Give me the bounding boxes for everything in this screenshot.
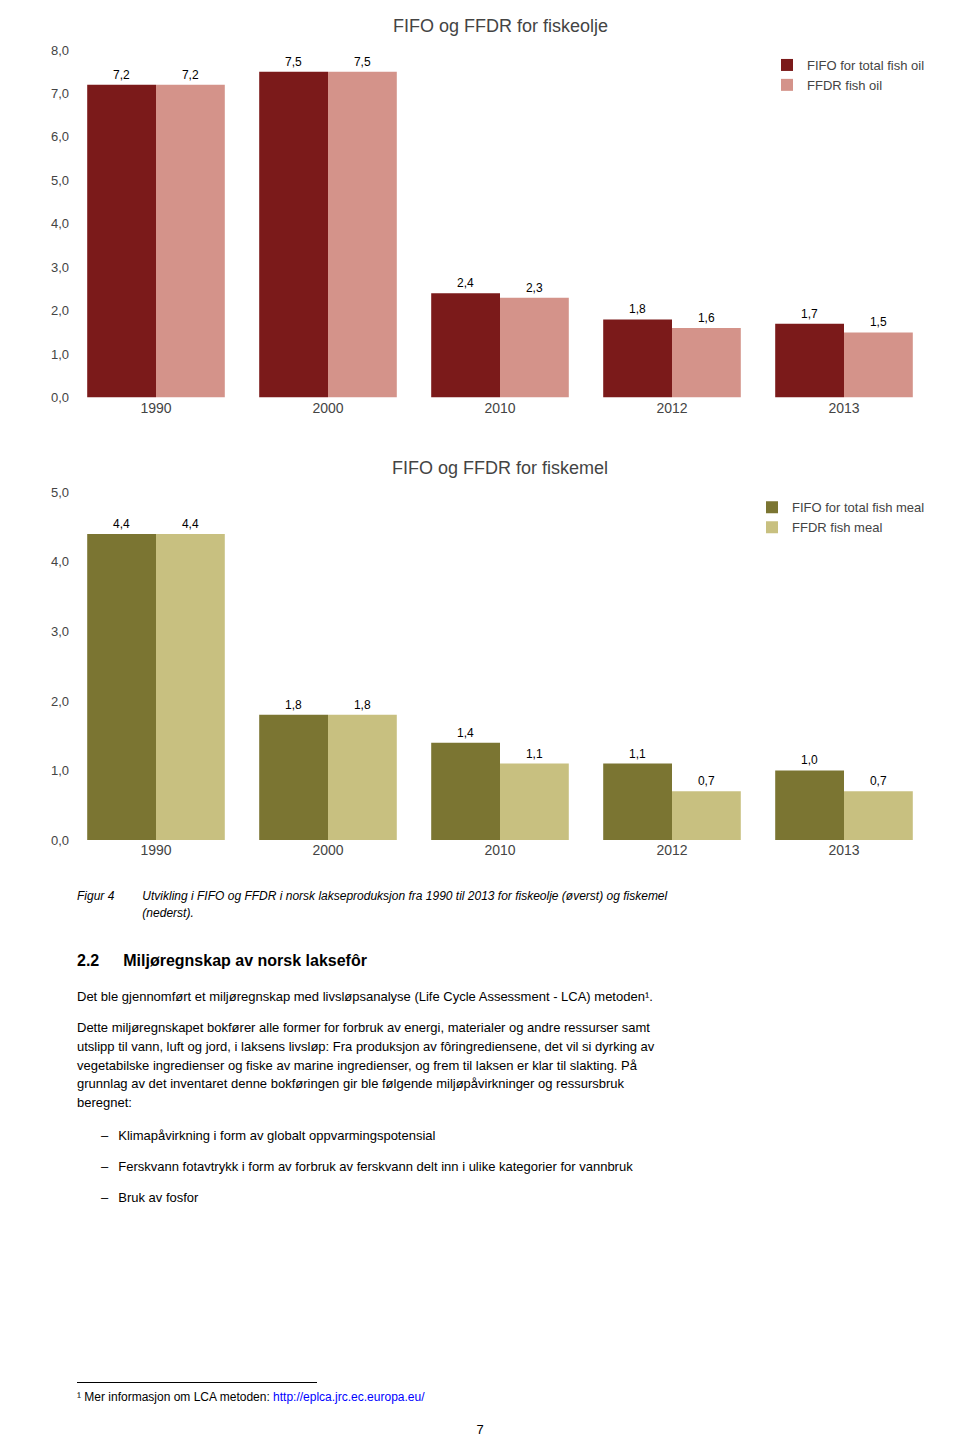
html-text:Ferskvann fotavtrykk i form av: Ferskvann fotavtrykk i form av forbruk a…: [118, 1158, 633, 1174]
svg-text:2,0: 2,0: [51, 303, 69, 318]
svg-text:1,8: 1,8: [354, 698, 371, 712]
html-text:Det ble gjennomført et miljøre: Det ble gjennomført et miljøregnskap med…: [77, 989, 653, 1004]
svg-text:7,2: 7,2: [113, 68, 130, 82]
svg-text:FIFO for total fish oil: FIFO for total fish oil: [807, 58, 924, 73]
html-text:grunnlag av det inventaret den: grunnlag av det inventaret denne bokføri…: [77, 1076, 624, 1092]
svg-text:1990: 1990: [140, 842, 171, 858]
html-text:Utvikling i FIFO og FFDR i nor: Utvikling i FIFO og FFDR i norsk laksepr…: [142, 889, 668, 921]
html-text:Miljøregnskap av norsk laksefô: Miljøregnskap av norsk laksefôr: [123, 951, 367, 969]
svg-text:3,0: 3,0: [51, 260, 69, 275]
html-text:Dette miljøregnskapet bokfører: Dette miljøregnskapet bokfører alle form…: [77, 1019, 650, 1035]
svg-text:FIFO og FFDR for fiskeolje: FIFO og FFDR for fiskeolje: [393, 16, 608, 36]
svg-text:7,2: 7,2: [182, 68, 199, 82]
svg-text:5,0: 5,0: [51, 485, 69, 500]
svg-text:7,0: 7,0: [51, 86, 69, 101]
svg-text:1,5: 1,5: [870, 315, 887, 329]
svg-text:2012: 2012: [656, 400, 687, 416]
html-text:vegetabilske ingredienser og f: vegetabilske ingredienser og fiske av ma…: [77, 1057, 637, 1073]
svg-text:FFDR fish oil: FFDR fish oil: [807, 78, 882, 93]
svg-text:1990: 1990: [140, 400, 171, 416]
html-text:7: 7: [476, 1422, 484, 1438]
html-text:Bruk av fosfor: Bruk av fosfor: [118, 1189, 199, 1205]
html-text:utslipp til vann, luft og jord: utslipp til vann, luft og jord, i laksen…: [77, 1038, 655, 1054]
html-text:2.2: 2.2: [77, 951, 100, 969]
svg-text:2013: 2013: [828, 400, 859, 416]
svg-text:2,0: 2,0: [51, 694, 69, 709]
svg-text:4,4: 4,4: [182, 517, 199, 531]
svg-text:1,8: 1,8: [285, 698, 302, 712]
svg-text:1,0: 1,0: [51, 763, 69, 778]
svg-text:0,0: 0,0: [51, 833, 69, 848]
svg-text:2000: 2000: [312, 842, 343, 858]
svg-text:7,5: 7,5: [285, 55, 302, 69]
svg-text:1,4: 1,4: [457, 726, 474, 740]
html-text:¹ Mer informasjon om LCA metod: ¹ Mer informasjon om LCA metoden: http:/…: [77, 1389, 425, 1404]
svg-text:4,4: 4,4: [113, 517, 130, 531]
svg-text:1,0: 1,0: [801, 753, 818, 767]
svg-text:FFDR fish meal: FFDR fish meal: [792, 520, 882, 535]
svg-text:2010: 2010: [484, 842, 515, 858]
svg-text:5,0: 5,0: [51, 173, 69, 188]
svg-text:3,0: 3,0: [51, 624, 69, 639]
svg-text:1,1: 1,1: [526, 747, 543, 761]
svg-text:FIFO for total fish meal: FIFO for total fish meal: [792, 500, 924, 515]
svg-text:1,0: 1,0: [51, 347, 69, 362]
svg-text:2,4: 2,4: [457, 276, 474, 290]
svg-text:6,0: 6,0: [51, 129, 69, 144]
html-text:beregnet:: beregnet:: [77, 1095, 132, 1111]
svg-text:1,7: 1,7: [801, 307, 818, 321]
svg-text:0,7: 0,7: [870, 774, 887, 788]
svg-text:7,5: 7,5: [354, 55, 371, 69]
html-text:Klimapåvirkning i form av glob: Klimapåvirkning i form av globalt oppvar…: [118, 1128, 436, 1143]
svg-text:8,0: 8,0: [51, 43, 69, 58]
svg-text:0,0: 0,0: [51, 390, 69, 405]
svg-text:FIFO og FFDR for fiskemel: FIFO og FFDR for fiskemel: [392, 458, 608, 478]
html-text:Figur 4: Figur 4: [77, 889, 115, 903]
svg-text:2013: 2013: [828, 842, 859, 858]
svg-text:1,8: 1,8: [629, 302, 646, 316]
svg-text:1,6: 1,6: [698, 311, 715, 325]
svg-text:2000: 2000: [312, 400, 343, 416]
svg-text:4,0: 4,0: [51, 216, 69, 231]
svg-text:4,0: 4,0: [51, 554, 69, 569]
svg-text:2010: 2010: [484, 400, 515, 416]
svg-text:1,1: 1,1: [629, 747, 646, 761]
svg-text:2,3: 2,3: [526, 281, 543, 295]
svg-text:2012: 2012: [656, 842, 687, 858]
svg-text:0,7: 0,7: [698, 774, 715, 788]
